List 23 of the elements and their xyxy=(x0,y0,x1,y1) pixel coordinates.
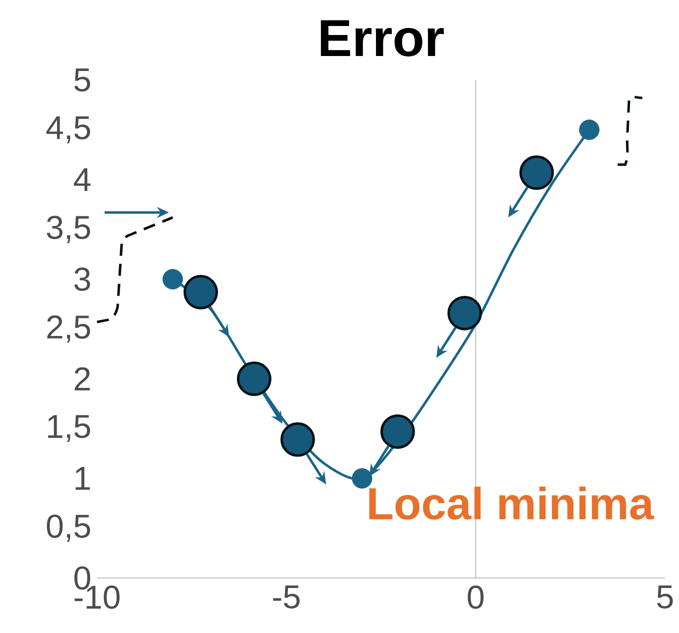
x-tick-label: 0 xyxy=(468,586,484,609)
point xyxy=(519,155,554,190)
y-tick-label: 1 xyxy=(76,467,90,490)
y-tick-label: 1,5 xyxy=(48,415,90,442)
y-tick-label: 4 xyxy=(74,168,91,191)
point xyxy=(236,362,272,396)
point xyxy=(447,296,482,330)
y-tick-label: 2 xyxy=(74,367,90,390)
y-tick-label: 4,5 xyxy=(46,116,90,144)
y-tick-label: 5 xyxy=(74,68,90,92)
annotation: Local minima xyxy=(369,486,654,520)
x-tick-label: -5 xyxy=(273,586,300,609)
x-tick-label: 5 xyxy=(657,586,673,609)
chart-title: Error xyxy=(320,20,444,56)
point xyxy=(162,269,183,290)
y-tick-label: 3 xyxy=(74,268,90,291)
point xyxy=(280,422,315,457)
y-tick-label: 0,5 xyxy=(46,514,90,542)
point xyxy=(184,274,218,310)
y-tick-label: 2,5 xyxy=(47,315,90,343)
y-tick-label: 3,5 xyxy=(46,216,90,244)
point xyxy=(579,120,600,140)
point xyxy=(380,414,415,449)
